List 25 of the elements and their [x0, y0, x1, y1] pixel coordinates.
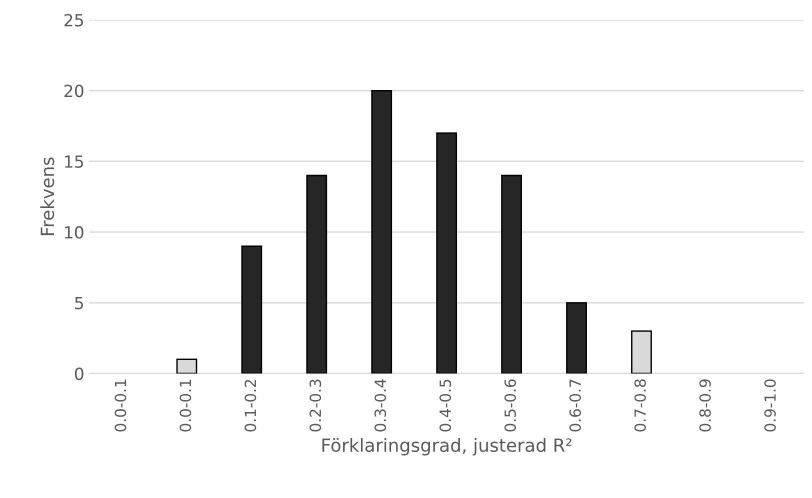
x-tick-label: 0.9-1.0	[764, 379, 776, 432]
y-tick-label: 10	[65, 226, 84, 239]
x-tick-label: 0.7-0.8	[634, 379, 646, 432]
y-tick-label: 25	[64, 14, 84, 26]
bar	[436, 132, 458, 374]
x-tick-label: 0.3-0.4	[374, 379, 386, 432]
x-tick-label: 0.1-0.2	[244, 380, 256, 432]
bar	[501, 174, 522, 374]
x-tick-label: 0.0-0.1	[180, 380, 192, 432]
y-axis-title: Frekvens	[40, 157, 54, 236]
y-tick-label: 20	[64, 84, 84, 98]
bar	[241, 246, 262, 374]
x-tick-label: 0.5-0.6	[504, 379, 516, 432]
x-tick-label: 0.2-0.3	[310, 380, 322, 432]
x-axis-title: Förklaringsgrad, justerad R²	[322, 438, 572, 456]
x-tick-label: 0.4-0.5	[439, 380, 452, 432]
x-tick-label: 0.0-0.1	[114, 380, 126, 432]
bar	[306, 174, 328, 374]
y-tick-label: 5	[75, 296, 84, 310]
x-tick-label: 0.8-0.9	[699, 379, 711, 432]
y-tick-label: 0	[74, 367, 84, 380]
y-tick-label: 15	[65, 156, 84, 168]
bar	[371, 90, 392, 374]
x-tick-label: 0.6-0.7	[569, 380, 581, 432]
bar	[566, 302, 587, 374]
